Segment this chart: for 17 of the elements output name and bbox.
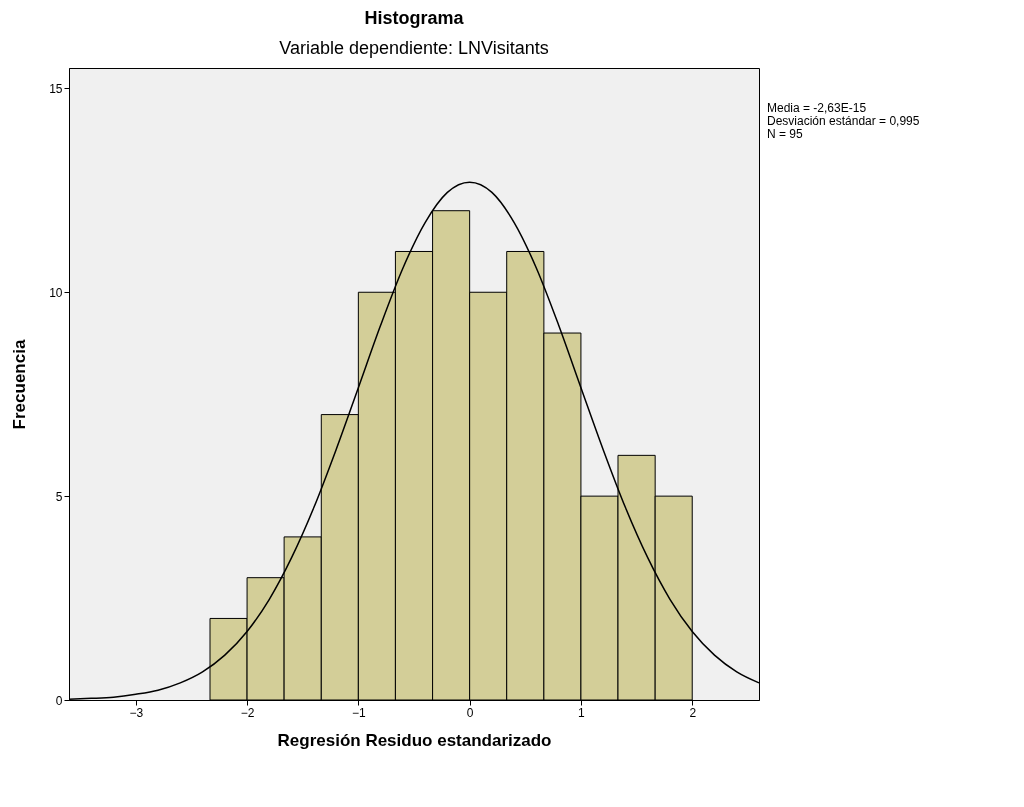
- y-tick-label: 5: [55, 489, 63, 504]
- x-tick-label: −3: [129, 705, 144, 720]
- x-tick-label: −1: [352, 705, 367, 720]
- text: Desviación estándar = 0,995: [767, 114, 920, 128]
- x-tick-label: 1: [578, 705, 586, 720]
- y-tick-label: 10: [49, 285, 63, 300]
- x-tick-label: 2: [689, 705, 697, 720]
- text: Media = -2,63E-15: [767, 101, 867, 115]
- x-tick-label: −2: [240, 705, 255, 720]
- chart-title: Histograma: [364, 8, 465, 28]
- x-tick-label: 0: [466, 705, 474, 720]
- y-tick-label: 0: [55, 693, 63, 708]
- text: N = 95: [767, 127, 804, 141]
- chart-subtitle: Variable dependiente: LNVisitants: [279, 38, 549, 58]
- x-axis-title: Regresión Residuo estandarizado: [277, 730, 552, 750]
- y-axis-title: Frecuencia: [10, 339, 30, 430]
- y-tick-label: 15: [49, 81, 63, 96]
